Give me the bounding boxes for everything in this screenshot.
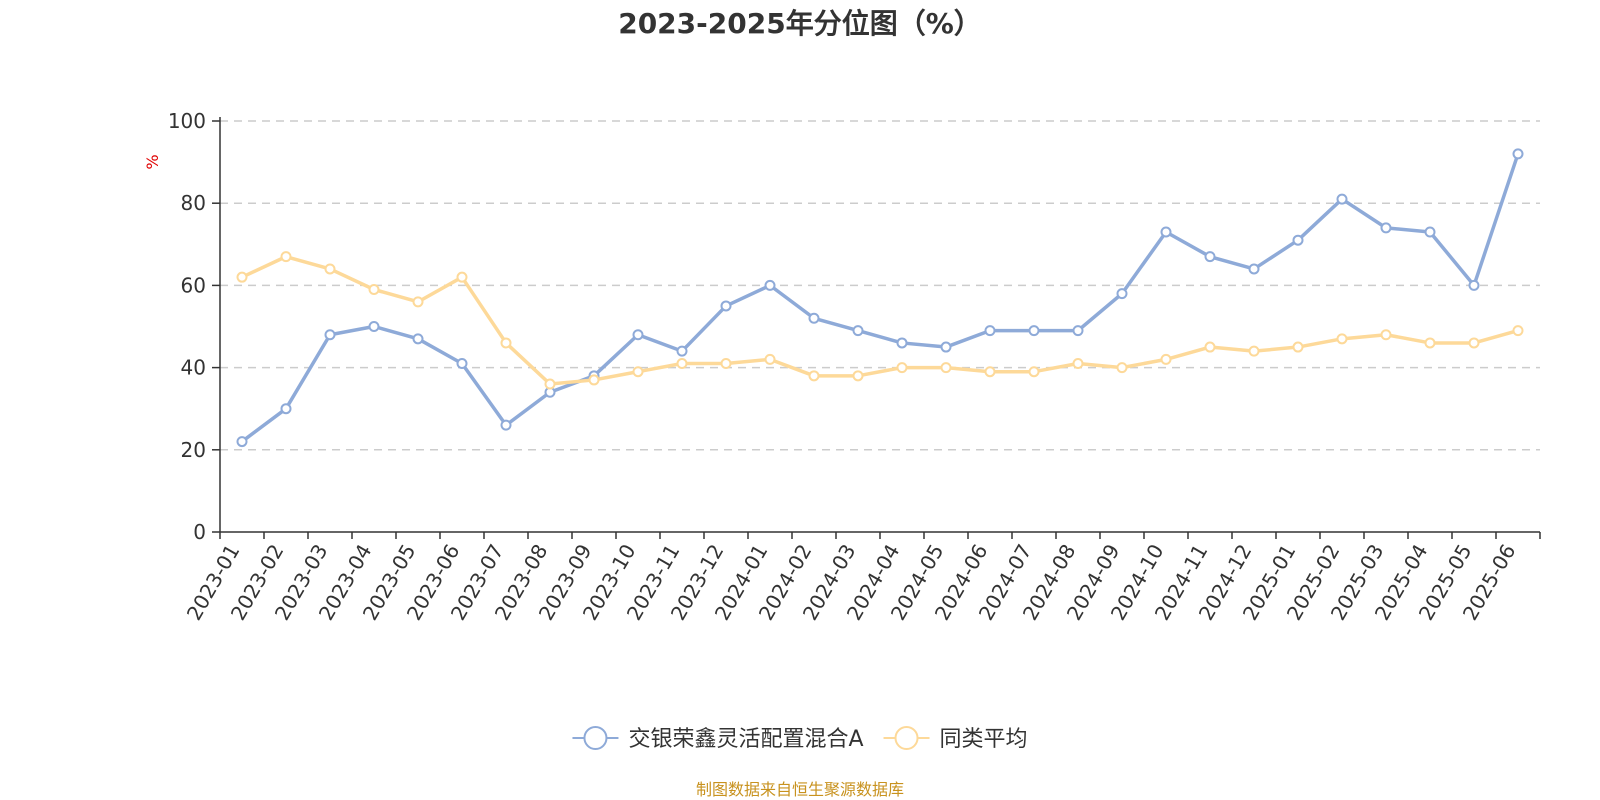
legend-item-1[interactable]: 同类平均 bbox=[883, 726, 1028, 752]
series-1-point[interactable] bbox=[1160, 353, 1172, 365]
series-0-point[interactable] bbox=[808, 312, 820, 324]
series-0-point[interactable] bbox=[720, 300, 732, 312]
series-lines bbox=[236, 148, 1524, 448]
series-1-point[interactable] bbox=[1336, 333, 1348, 345]
series-0-point[interactable] bbox=[1424, 226, 1436, 238]
series-0-point[interactable] bbox=[1160, 226, 1172, 238]
legend-label: 交银荣鑫灵活配置混合A bbox=[628, 727, 863, 752]
series-0-point[interactable] bbox=[456, 357, 468, 369]
series-0-point[interactable] bbox=[940, 341, 952, 353]
series-1-point[interactable] bbox=[1468, 337, 1480, 349]
series-1-point[interactable] bbox=[720, 357, 732, 369]
series-1-point[interactable] bbox=[984, 366, 996, 378]
series-1-point[interactable] bbox=[896, 362, 908, 374]
series-1-point[interactable] bbox=[544, 378, 556, 390]
series-0-point[interactable] bbox=[1116, 288, 1128, 300]
series-0-point[interactable] bbox=[1292, 234, 1304, 246]
series-1-point[interactable] bbox=[500, 337, 512, 349]
legend-item-0[interactable]: 交银荣鑫灵活配置混合A bbox=[572, 726, 864, 752]
series-0-point[interactable] bbox=[324, 329, 336, 341]
y-tick-label: 0 bbox=[193, 520, 206, 544]
legend-label: 同类平均 bbox=[940, 727, 1028, 752]
series-line-0 bbox=[240, 153, 1520, 443]
series-1-point[interactable] bbox=[1072, 357, 1084, 369]
series-line-1 bbox=[241, 254, 1519, 386]
series-1-point[interactable] bbox=[1204, 341, 1216, 353]
legend-symbol-marker bbox=[583, 726, 608, 750]
series-0-point[interactable] bbox=[1248, 263, 1260, 275]
series-0-point[interactable] bbox=[1512, 148, 1524, 160]
series-0-point[interactable] bbox=[500, 419, 512, 431]
legend-symbol-marker bbox=[894, 726, 919, 750]
series-1-point[interactable] bbox=[632, 366, 644, 378]
series-0-point[interactable] bbox=[1204, 251, 1216, 263]
series-0-point[interactable] bbox=[236, 436, 248, 448]
y-tick-label: 100 bbox=[168, 109, 206, 133]
series-0-point[interactable] bbox=[1072, 325, 1084, 337]
series-1-point[interactable] bbox=[1292, 341, 1304, 353]
series-0-point[interactable] bbox=[852, 325, 864, 337]
series-1-point[interactable] bbox=[324, 263, 336, 275]
series-0-point[interactable] bbox=[1028, 325, 1040, 337]
series-1-point[interactable] bbox=[1424, 337, 1436, 349]
series-1-point[interactable] bbox=[368, 284, 380, 296]
series-1-point[interactable] bbox=[940, 362, 952, 374]
series-0-point[interactable] bbox=[280, 403, 292, 415]
y-tick-label: 20 bbox=[181, 438, 206, 462]
series-1-point[interactable] bbox=[808, 370, 820, 382]
axes: 0204060801002023-012023-022023-032023-04… bbox=[168, 109, 1541, 624]
series-1-point[interactable] bbox=[1116, 362, 1128, 374]
series-0-point[interactable] bbox=[1468, 279, 1480, 291]
series-0-point[interactable] bbox=[1380, 222, 1392, 234]
series-1-point[interactable] bbox=[1380, 329, 1392, 341]
series-1-point[interactable] bbox=[852, 370, 864, 382]
series-1-point[interactable] bbox=[676, 357, 688, 369]
legend[interactable]: 交银荣鑫灵活配置混合A 同类平均 bbox=[572, 726, 1028, 752]
series-1-point[interactable] bbox=[236, 271, 248, 283]
y-tick-label: 80 bbox=[181, 191, 206, 215]
series-1-point[interactable] bbox=[1028, 366, 1040, 378]
series-0-point[interactable] bbox=[896, 337, 908, 349]
series-0-point[interactable] bbox=[984, 325, 996, 337]
source-note: 制图数据来自恒生聚源数据库 bbox=[696, 780, 904, 799]
series-0-point[interactable] bbox=[368, 321, 380, 332]
grid-lines bbox=[220, 120, 1540, 451]
series-1-point[interactable] bbox=[280, 251, 292, 263]
series-1-point[interactable] bbox=[456, 271, 468, 283]
series-1-point[interactable] bbox=[1248, 345, 1260, 357]
series-0-point[interactable] bbox=[412, 333, 424, 345]
series-0-point[interactable] bbox=[764, 279, 776, 291]
y-tick-label: 40 bbox=[181, 356, 206, 380]
series-1-point[interactable] bbox=[764, 353, 776, 365]
y-axis-unit-label: % bbox=[143, 154, 162, 169]
series-0-point[interactable] bbox=[676, 345, 688, 357]
series-0-point[interactable] bbox=[1336, 193, 1348, 205]
series-0-point[interactable] bbox=[632, 329, 644, 341]
y-tick-label: 60 bbox=[181, 273, 206, 297]
series-1-point[interactable] bbox=[1512, 325, 1524, 337]
series-1-point[interactable] bbox=[588, 374, 600, 386]
chart-title: 2023-2025年分位图（%） bbox=[618, 7, 982, 40]
series-1-point[interactable] bbox=[412, 296, 424, 308]
